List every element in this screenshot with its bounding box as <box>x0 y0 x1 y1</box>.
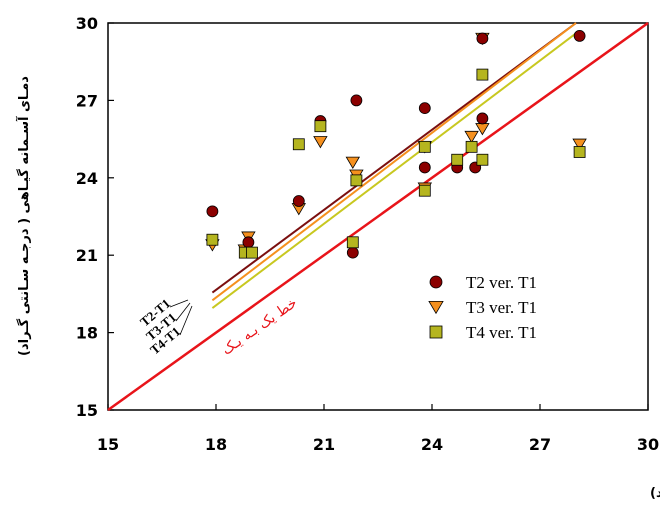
data-point-triangle-down <box>313 136 328 149</box>
data-point-circle <box>206 205 219 218</box>
y-tick-label: 30 <box>76 14 98 33</box>
y-tick-label: 27 <box>76 91 98 110</box>
legend-marker <box>428 300 444 315</box>
regression-line-t2-t1 <box>211 22 577 294</box>
data-point-square <box>346 236 359 249</box>
x-axis-title: ـای آسـمانه گیـاهی در پـلات تحـت آبیـاری… <box>650 484 660 501</box>
data-point-square <box>314 120 327 133</box>
x-tick-label: 24 <box>421 435 443 454</box>
one-to-one-line <box>107 21 649 412</box>
label-leader-line <box>169 299 189 308</box>
y-tick-label: 15 <box>76 401 98 420</box>
regression-line-t4-t1 <box>211 32 577 309</box>
data-point-square <box>418 184 431 197</box>
data-point-square <box>451 153 464 166</box>
regression-line-t3-t1 <box>211 22 577 302</box>
data-point-triangle-down <box>345 156 360 169</box>
x-tick-label: 15 <box>97 435 119 454</box>
legend-marker <box>429 275 443 289</box>
data-point-circle <box>346 246 359 259</box>
legend-entry: T3 ver. T1 <box>466 298 537 317</box>
plot-area <box>107 22 649 411</box>
data-point-circle <box>242 236 255 249</box>
legend-entry: T2 ver. T1 <box>466 273 537 292</box>
one-to-one-line-label: خط یک بـه یـک <box>219 295 300 358</box>
data-point-circle <box>418 102 431 115</box>
data-point-circle <box>573 30 586 42</box>
data-point-square <box>476 153 489 166</box>
legend-entry: T4 ver. T1 <box>466 323 537 342</box>
data-point-circle <box>476 32 489 45</box>
data-point-triangle-down <box>572 138 587 151</box>
data-point-square <box>465 140 478 153</box>
legend-marker <box>429 325 443 339</box>
y-tick-label: 18 <box>76 324 98 343</box>
y-tick-label: 21 <box>76 246 98 265</box>
x-tick-label: 27 <box>529 435 551 454</box>
data-point-square <box>350 174 363 187</box>
data-point-circle <box>292 195 305 207</box>
data-point-square <box>206 233 219 246</box>
label-leader-line <box>175 302 191 322</box>
data-point-triangle-down <box>464 130 479 144</box>
label-leader-line <box>179 305 193 336</box>
data-point-circle <box>350 94 363 107</box>
data-point-square <box>573 146 586 158</box>
data-point-square <box>476 68 489 81</box>
data-point-square <box>418 140 431 153</box>
x-tick-label: 21 <box>313 435 335 454</box>
x-tick-label: 30 <box>637 435 659 454</box>
y-axis-title: دمـای آسـمانه گیـاهی ( درجـه سـانتی گـرا… <box>15 76 32 356</box>
x-tick-label: 18 <box>205 435 227 454</box>
data-point-triangle-down <box>475 123 490 136</box>
data-point-square <box>246 246 258 259</box>
data-point-circle <box>476 112 489 125</box>
y-tick-label: 24 <box>76 169 98 188</box>
data-point-square <box>292 138 305 151</box>
data-point-circle <box>418 161 431 174</box>
